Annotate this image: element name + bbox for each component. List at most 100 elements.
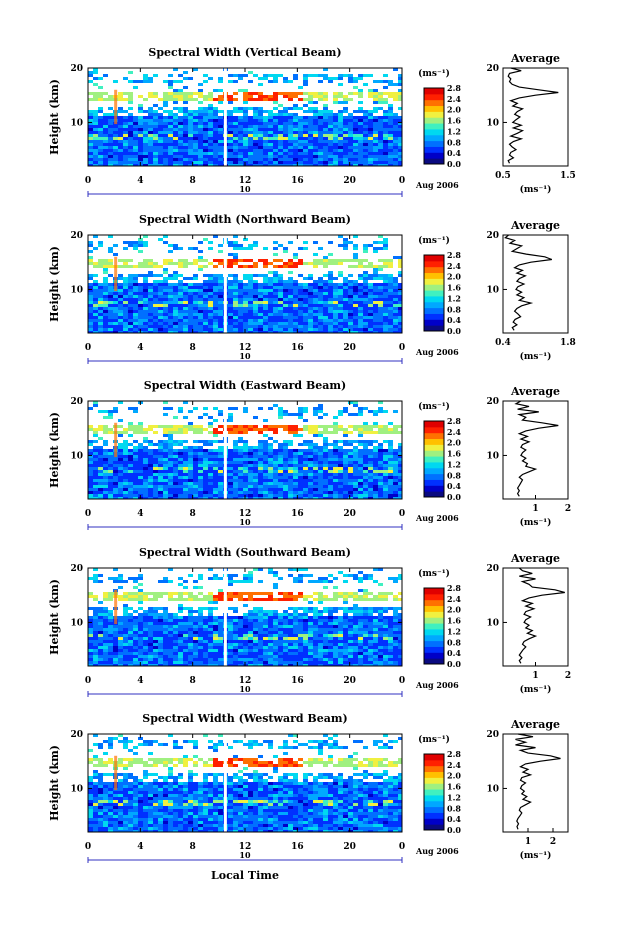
y-axis-title: Height (km) — [48, 579, 61, 655]
colorbar — [424, 88, 444, 165]
colorbar-tick: 2.0 — [447, 105, 461, 115]
average-x-label: (ms⁻¹) — [520, 351, 552, 362]
colorbar-tick: 0.0 — [447, 159, 461, 169]
x-tick-label: 20 — [343, 176, 356, 186]
colorbar — [424, 421, 444, 498]
colorbar-tick: 0.0 — [447, 326, 461, 336]
y-tick-label: 20 — [70, 397, 83, 407]
x-tick-label: 0 — [399, 676, 405, 686]
colorbar-unit: (ms⁻¹) — [418, 68, 450, 79]
x-tick-label: 16 — [291, 676, 304, 686]
y-tick-label: 10 — [70, 118, 83, 128]
colorbar-tick: 0.0 — [447, 492, 461, 502]
average-x-tick: 0.5 — [495, 171, 511, 181]
panel-2: Spectral Width (Northward Beam) 20 10 Heigh… — [48, 213, 576, 364]
x-tick-label: 4 — [137, 842, 143, 852]
average-x-tick: 1.5 — [560, 171, 576, 181]
colorbar-tick: 0.8 — [447, 137, 461, 147]
colorbar-tick: 2.8 — [447, 83, 461, 93]
average-title: Average — [510, 718, 560, 731]
colorbar-tick: 0.8 — [447, 803, 461, 813]
data-gap — [224, 235, 227, 333]
average-y-tick: 10 — [486, 285, 499, 295]
y-tick-label: 10 — [70, 618, 83, 628]
x-tick-label: 20 — [343, 676, 356, 686]
panel-title: Spectral Width (Northward Beam) — [139, 213, 351, 226]
x-tick-label: 16 — [291, 343, 304, 353]
data-gap — [224, 568, 227, 666]
panel-1: Spectral Width (Vertical Beam)2010Height… — [48, 46, 576, 197]
colorbar-tick: 1.6 — [447, 283, 461, 293]
day-label: 10 — [239, 517, 251, 527]
panel-title: Spectral Width (Southward Beam) — [139, 546, 351, 559]
y-tick-label: 20 — [70, 64, 83, 74]
average-frame — [503, 401, 568, 499]
colorbar-tick: 1.2 — [447, 459, 461, 469]
colorbar-tick: 2.4 — [447, 94, 461, 104]
colorbar-tick: 1.2 — [447, 293, 461, 303]
x-tick-label: 16 — [291, 509, 304, 519]
day-label: 10 — [239, 684, 251, 694]
average-y-tick: 10 — [486, 784, 499, 794]
x-tick-label: 0 — [85, 676, 91, 686]
average-line — [505, 235, 552, 330]
x-tick-label: 0 — [399, 842, 405, 852]
average-line — [508, 68, 558, 163]
colorbar-tick: 1.6 — [447, 782, 461, 792]
y-axis-title: Height (km) — [48, 246, 61, 322]
month-label: Aug 2006 — [415, 680, 459, 690]
x-tick-label: 8 — [190, 842, 196, 852]
heatmap — [88, 734, 403, 833]
average-y-tick: 10 — [486, 451, 499, 461]
average-x-label: (ms⁻¹) — [520, 184, 552, 195]
x-axis-title: Local Time — [211, 869, 279, 882]
average-title: Average — [510, 552, 560, 565]
panel-title: Spectral Width (Vertical Beam) — [148, 46, 341, 59]
x-tick-label: 0 — [85, 842, 91, 852]
y-tick-label: 20 — [70, 231, 83, 241]
average-x-tick: 1 — [525, 837, 531, 847]
panel-3: Spectral Width (Eastward Beam)2010Height… — [48, 379, 571, 530]
colorbar-tick: 0.0 — [447, 825, 461, 835]
panel-title: Spectral Width (Eastward Beam) — [144, 379, 346, 392]
colorbar — [424, 255, 444, 332]
x-tick-label: 0 — [85, 343, 91, 353]
average-x-tick: 1.8 — [560, 338, 576, 348]
colorbar-unit: (ms⁻¹) — [418, 401, 450, 412]
x-tick-label: 4 — [137, 676, 143, 686]
colorbar-unit: (ms⁻¹) — [418, 568, 450, 579]
average-x-tick: 2 — [565, 504, 571, 514]
x-tick-label: 8 — [190, 676, 196, 686]
colorbar-tick: 0.4 — [447, 814, 461, 824]
y-axis-title: Height (km) — [48, 412, 61, 488]
colorbar-tick: 0.8 — [447, 470, 461, 480]
data-gap — [224, 401, 227, 499]
colorbar-tick: 1.2 — [447, 792, 461, 802]
x-tick-label: 8 — [190, 343, 196, 353]
day-label: 10 — [239, 850, 251, 860]
average-x-label: (ms⁻¹) — [520, 517, 552, 528]
x-tick-label: 8 — [190, 176, 196, 186]
x-tick-label: 0 — [85, 509, 91, 519]
colorbar-unit: (ms⁻¹) — [418, 734, 450, 745]
colorbar-tick: 2.0 — [447, 771, 461, 781]
average-y-tick: 20 — [486, 397, 499, 407]
panel-title: Spectral Width (Westward Beam) — [142, 712, 347, 725]
x-tick-label: 8 — [190, 509, 196, 519]
day-label: 10 — [239, 351, 251, 361]
x-tick-label: 20 — [343, 842, 356, 852]
day-label: 10 — [239, 184, 251, 194]
average-x-label: (ms⁻¹) — [520, 684, 552, 695]
x-tick-label: 20 — [343, 509, 356, 519]
colorbar-unit: (ms⁻¹) — [418, 235, 450, 246]
colorbar-tick: 2.0 — [447, 438, 461, 448]
month-label: Aug 2006 — [415, 846, 459, 856]
y-tick-label: 10 — [70, 285, 83, 295]
y-tick-label: 20 — [70, 564, 83, 574]
heatmap — [88, 568, 403, 667]
colorbar-tick: 1.6 — [447, 449, 461, 459]
y-tick-label: 20 — [70, 730, 83, 740]
